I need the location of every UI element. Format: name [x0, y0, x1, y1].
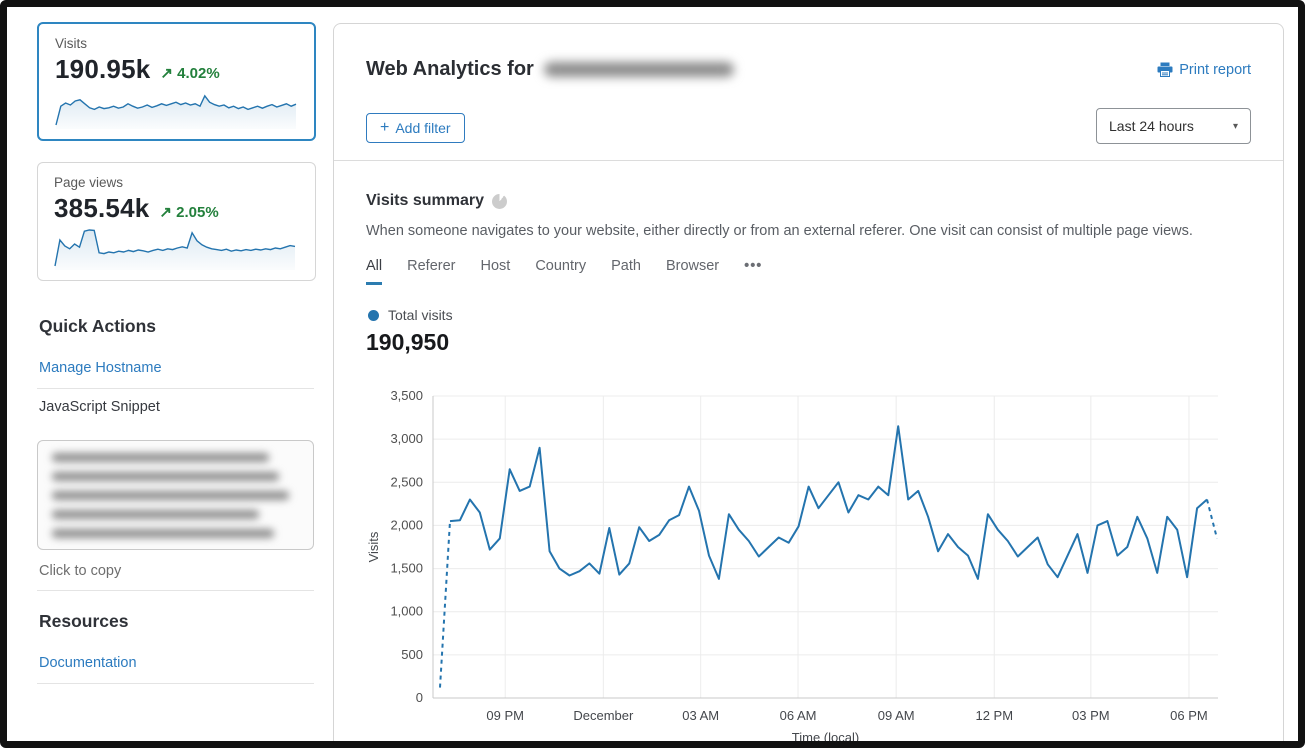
- visits-metric-card[interactable]: Visits 190.95k ↗ 4.02%: [37, 22, 316, 141]
- svg-text:Time (local): Time (local): [792, 730, 859, 745]
- resources-heading: Resources: [39, 611, 129, 631]
- pie-chart-icon: [492, 193, 507, 209]
- tab-host[interactable]: Host: [480, 258, 511, 274]
- javascript-snippet-code-box[interactable]: [37, 440, 314, 550]
- sidebar-divider: [37, 590, 314, 591]
- svg-text:1,000: 1,000: [390, 604, 423, 619]
- dimension-tabs: All Referer Host Country Path Browser •••: [366, 258, 762, 285]
- visits-card-value: 190.95k: [55, 54, 151, 84]
- svg-text:December: December: [573, 708, 634, 723]
- tab-path[interactable]: Path: [611, 258, 641, 274]
- redacted-code-line: [52, 510, 260, 519]
- svg-text:03 PM: 03 PM: [1072, 708, 1110, 723]
- header-divider: [334, 160, 1283, 161]
- svg-text:500: 500: [401, 647, 423, 662]
- manage-hostname-link[interactable]: Manage Hostname: [39, 360, 162, 376]
- svg-text:06 AM: 06 AM: [780, 708, 817, 723]
- visits-line-chart: 3,500 3,000 2,500 2,000 1,500 1,000 500 0 09 PM D…: [364, 380, 1254, 745]
- sidebar-divider: [37, 388, 314, 389]
- svg-text:2,500: 2,500: [390, 474, 423, 489]
- legend-dot-icon: [368, 309, 379, 321]
- redacted-code-line: [52, 491, 290, 500]
- svg-text:3,000: 3,000: [390, 431, 423, 446]
- print-report-link[interactable]: Print report: [1157, 62, 1251, 78]
- svg-text:3,500: 3,500: [390, 388, 423, 403]
- svg-text:09 PM: 09 PM: [486, 708, 524, 723]
- tab-referer[interactable]: Referer: [407, 258, 456, 274]
- tab-country[interactable]: Country: [535, 258, 587, 274]
- plus-icon: +: [380, 119, 390, 136]
- svg-text:Visits: Visits: [366, 531, 381, 562]
- tab-browser[interactable]: Browser: [665, 258, 720, 274]
- trend-up-icon: ↗: [159, 204, 172, 221]
- tab-all[interactable]: All: [366, 258, 383, 285]
- svg-text:09 AM: 09 AM: [878, 708, 915, 723]
- svg-text:0: 0: [416, 690, 423, 705]
- chevron-down-icon: ▾: [1232, 120, 1238, 132]
- svg-text:12 PM: 12 PM: [975, 708, 1013, 723]
- total-visits-value: 190,950: [366, 329, 450, 355]
- redacted-domain-name: [543, 62, 734, 77]
- visits-card-label: Visits: [55, 36, 88, 51]
- pageviews-card-label: Page views: [54, 175, 124, 190]
- redacted-code-line: [52, 453, 270, 462]
- quick-actions-heading: Quick Actions: [39, 316, 157, 336]
- svg-text:1,500: 1,500: [390, 561, 423, 576]
- tabs-more-button[interactable]: •••: [744, 258, 763, 274]
- pageviews-card-value: 385.54k: [54, 193, 150, 223]
- main-panel: Web Analytics for Print report + Add fil…: [333, 23, 1284, 745]
- svg-text:2,000: 2,000: [390, 517, 423, 532]
- redacted-code-line: [52, 472, 280, 481]
- printer-icon: [1157, 62, 1173, 77]
- visits-sparkline-chart: [55, 94, 297, 129]
- pageviews-metric-card[interactable]: Page views 385.54k ↗ 2.05%: [37, 162, 316, 281]
- svg-text:03 AM: 03 AM: [682, 708, 719, 723]
- pageviews-card-delta: ↗ 2.05%: [159, 204, 219, 221]
- time-range-dropdown[interactable]: Last 24 hours ▾: [1096, 108, 1251, 144]
- svg-text:06 PM: 06 PM: [1170, 708, 1208, 723]
- sidebar-divider: [37, 683, 314, 684]
- visits-summary-description: When someone navigates to your website, …: [366, 223, 1193, 239]
- javascript-snippet-label: JavaScript Snippet: [39, 399, 160, 415]
- documentation-link[interactable]: Documentation: [39, 655, 137, 671]
- pageviews-sparkline-chart: [54, 229, 296, 270]
- visits-card-delta: ↗ 4.02%: [160, 65, 220, 82]
- click-to-copy-hint: Click to copy: [39, 563, 122, 579]
- redacted-code-line: [52, 529, 275, 538]
- time-range-value: Last 24 hours: [1109, 118, 1194, 134]
- visits-summary-title: Visits summary: [366, 192, 484, 209]
- trend-up-icon: ↗: [160, 65, 173, 82]
- add-filter-button[interactable]: + Add filter: [366, 113, 465, 143]
- legend-label: Total visits: [388, 307, 453, 323]
- page-title: Web Analytics for: [366, 58, 534, 80]
